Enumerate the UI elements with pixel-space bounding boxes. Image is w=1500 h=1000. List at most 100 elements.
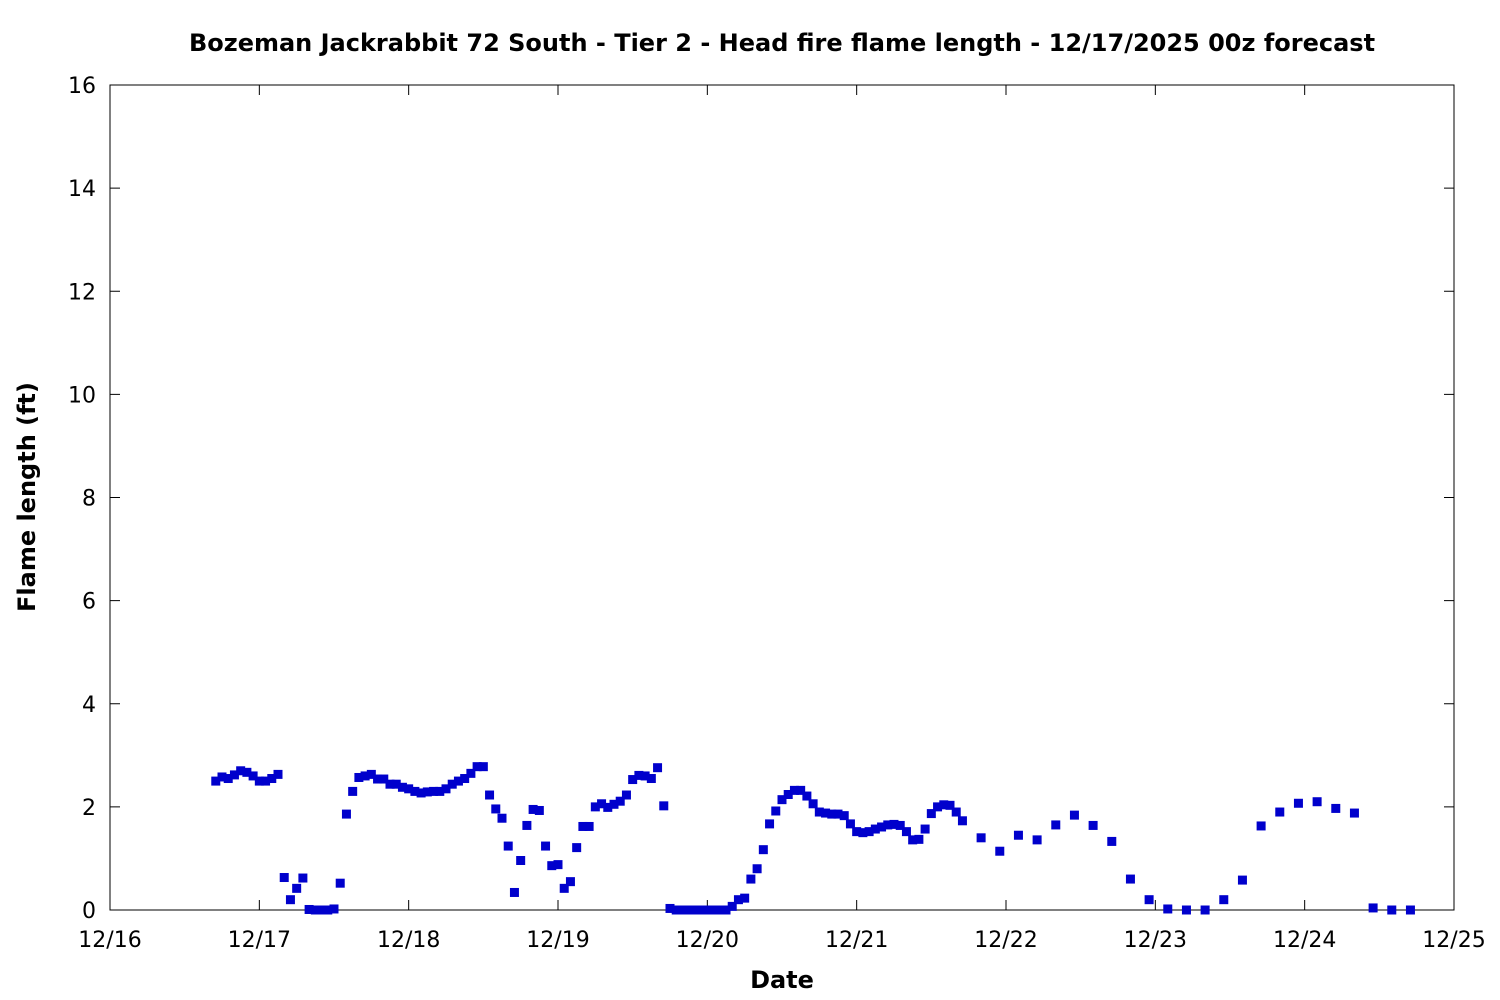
data-point [572,843,582,853]
data-point [261,776,271,786]
data-point [329,904,339,914]
data-point [366,769,376,779]
data-point [379,774,389,784]
data-point [410,786,420,796]
data-point [528,804,538,814]
data-point [752,864,762,874]
x-tick-label: 12/23 [1124,928,1187,953]
data-point [310,905,320,915]
data-point [279,873,289,883]
y-axis-ticks: 0 2 4 6 8 10 12 14 16 [68,74,1454,924]
data-point [957,816,967,826]
data-point [1331,803,1341,813]
data-point [1032,835,1042,845]
data-point [578,821,588,831]
data-point [889,819,899,829]
y-tick-label: 12 [68,280,96,305]
data-point [217,772,227,782]
plot-frame [109,84,1455,911]
data-point [933,802,943,812]
data-point [914,834,924,844]
data-point [1219,895,1229,905]
data-point [814,807,824,817]
data-point [547,861,557,871]
data-point [1405,905,1415,915]
data-point [584,821,594,831]
data-point [391,779,401,789]
data-point [335,878,345,888]
x-tick-label: 12/21 [825,928,888,953]
data-point [397,782,407,792]
data-point [348,786,358,796]
data-point [690,905,700,915]
y-tick-label: 2 [82,796,96,821]
data-point [273,769,283,779]
data-point [267,774,277,784]
data-point [796,785,806,795]
data-point [292,883,302,893]
data-point [665,903,675,913]
y-tick-label: 6 [82,590,96,615]
data-point [248,771,258,781]
data-point [1181,905,1191,915]
data-point [883,820,893,830]
data-point [485,790,495,800]
data-point [242,767,252,777]
x-axis-ticks: 12/16 12/17 12/18 12/19 12/20 12/21 12/22 12/23… [78,85,1486,953]
data-point [534,805,544,815]
data-point [839,811,849,821]
data-points [211,762,1415,915]
data-point [945,800,955,810]
data-point [509,887,519,897]
data-point [354,772,364,782]
x-tick-label: 12/19 [526,928,589,953]
data-point [304,904,314,914]
x-tick-label: 12/16 [78,928,141,953]
data-point [1013,830,1023,840]
y-tick-label: 0 [82,899,96,924]
data-point [341,809,351,819]
data-point [460,774,470,784]
data-point [285,895,295,905]
data-point [615,796,625,806]
data-point [746,874,756,884]
y-tick-label: 16 [68,74,96,99]
data-point [696,905,706,915]
data-point [858,828,868,838]
data-point [677,905,687,915]
data-point [603,802,613,812]
data-point [1368,903,1378,913]
data-point [236,766,246,776]
data-point [995,846,1005,856]
data-point [659,801,669,811]
data-point [908,835,918,845]
data-point [404,784,414,794]
data-point [634,770,644,780]
data-point [323,905,333,915]
data-point [1387,905,1397,915]
y-tick-label: 8 [82,487,96,512]
data-point [565,877,575,887]
data-point [895,820,905,830]
data-point [491,804,501,814]
data-point [789,785,799,795]
data-point [709,905,719,915]
data-point [733,895,743,905]
data-point [1256,821,1266,831]
x-tick-label: 12/22 [974,928,1037,953]
data-point [951,807,961,817]
data-point [441,784,451,794]
data-point [827,809,837,819]
data-point [715,905,725,915]
data-point [702,905,712,915]
data-point [541,841,551,851]
x-tick-label: 12/17 [228,928,291,953]
data-point [516,856,526,865]
data-point [360,771,370,781]
data-point [211,776,221,786]
data-point [721,905,731,915]
data-point [845,819,855,829]
data-point [1144,895,1154,905]
data-point [385,779,395,789]
